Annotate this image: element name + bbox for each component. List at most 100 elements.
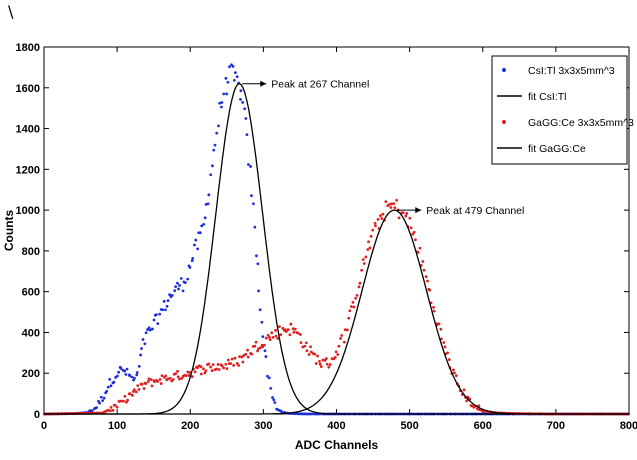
data-point bbox=[269, 386, 273, 390]
data-point bbox=[303, 344, 307, 348]
data-point bbox=[141, 338, 145, 341]
data-point bbox=[379, 214, 382, 218]
data-point bbox=[122, 399, 125, 403]
data-point bbox=[241, 360, 245, 364]
x-tick-label: 800 bbox=[620, 420, 637, 432]
x-tick-label: 0 bbox=[41, 420, 47, 432]
data-point bbox=[204, 369, 208, 373]
data-point bbox=[108, 409, 112, 413]
data-point bbox=[327, 365, 331, 369]
data-point bbox=[119, 366, 123, 370]
data-point bbox=[164, 374, 168, 378]
data-point bbox=[146, 380, 150, 383]
data-point bbox=[304, 341, 308, 345]
data-point bbox=[252, 202, 255, 206]
data-point bbox=[226, 80, 230, 84]
data-point bbox=[418, 246, 422, 250]
data-point bbox=[217, 368, 221, 371]
data-point bbox=[143, 342, 147, 346]
data-point bbox=[224, 76, 228, 80]
data-point bbox=[151, 327, 154, 331]
data-point bbox=[267, 376, 271, 380]
data-point bbox=[451, 368, 455, 372]
data-point bbox=[196, 366, 199, 370]
data-point bbox=[209, 173, 213, 177]
data-point bbox=[210, 369, 214, 373]
data-point bbox=[245, 133, 249, 137]
data-point bbox=[159, 382, 163, 385]
data-point bbox=[190, 259, 194, 263]
data-point bbox=[109, 384, 113, 388]
data-point bbox=[120, 399, 123, 403]
data-point bbox=[268, 338, 272, 342]
data-point bbox=[193, 370, 197, 374]
data-point bbox=[257, 289, 260, 293]
annotation-arrowhead bbox=[260, 80, 267, 87]
data-point bbox=[217, 124, 220, 128]
data-point bbox=[156, 322, 160, 326]
data-point bbox=[259, 346, 262, 350]
data-point bbox=[164, 308, 167, 312]
data-point bbox=[188, 370, 192, 374]
data-point bbox=[264, 355, 268, 358]
data-point bbox=[371, 228, 375, 232]
data-point bbox=[156, 380, 160, 383]
data-point bbox=[337, 344, 341, 348]
data-point bbox=[364, 255, 368, 259]
data-point bbox=[392, 202, 396, 206]
data-point bbox=[360, 268, 364, 272]
data-point bbox=[339, 337, 342, 340]
data-point bbox=[136, 384, 140, 388]
data-point bbox=[366, 248, 370, 251]
series-gagg-ce bbox=[43, 198, 630, 416]
data-point bbox=[250, 194, 253, 198]
data-point bbox=[266, 374, 269, 378]
data-point bbox=[202, 222, 206, 226]
data-point bbox=[140, 382, 144, 386]
data-point bbox=[174, 372, 178, 376]
data-point bbox=[125, 367, 129, 371]
data-point bbox=[446, 351, 449, 355]
legend-box bbox=[491, 55, 628, 165]
data-point bbox=[220, 364, 224, 368]
data-point bbox=[200, 224, 204, 228]
data-point bbox=[128, 392, 132, 395]
data-point bbox=[278, 325, 281, 329]
data-point bbox=[102, 396, 106, 400]
data-point bbox=[222, 366, 226, 370]
data-point bbox=[307, 353, 311, 356]
data-point bbox=[284, 330, 288, 333]
data-point bbox=[305, 349, 309, 353]
data-point bbox=[207, 193, 211, 197]
data-point bbox=[347, 316, 351, 320]
data-point bbox=[380, 217, 384, 220]
data-point bbox=[390, 202, 393, 206]
data-point bbox=[193, 243, 196, 247]
data-point bbox=[108, 377, 112, 381]
annotation-peak-0: Peak at 267 Channel bbox=[271, 79, 369, 91]
data-point bbox=[177, 287, 180, 291]
data-point bbox=[442, 341, 446, 344]
data-point bbox=[314, 362, 318, 365]
data-point bbox=[318, 360, 321, 363]
data-point bbox=[414, 238, 417, 242]
data-point bbox=[228, 65, 231, 69]
corner-mark: \ bbox=[8, 2, 14, 21]
data-point bbox=[368, 246, 372, 250]
data-point bbox=[321, 358, 325, 362]
data-point bbox=[190, 375, 194, 378]
data-point bbox=[292, 330, 296, 334]
data-point bbox=[465, 399, 469, 403]
annotation-peak-1: Peak at 479 Channel bbox=[426, 205, 524, 217]
data-point bbox=[238, 355, 241, 359]
data-point bbox=[187, 374, 191, 377]
data-point bbox=[173, 289, 177, 293]
data-point bbox=[328, 363, 332, 366]
data-point bbox=[244, 352, 248, 356]
data-point bbox=[109, 405, 113, 409]
data-point bbox=[239, 89, 243, 93]
fit-line-gagg-ce bbox=[44, 209, 629, 415]
y-tick-label: 1600 bbox=[16, 83, 40, 95]
x-tick-label: 500 bbox=[400, 420, 418, 432]
legend-entry-label: GaGG:Ce 3x3x5mm^3 bbox=[528, 117, 634, 129]
